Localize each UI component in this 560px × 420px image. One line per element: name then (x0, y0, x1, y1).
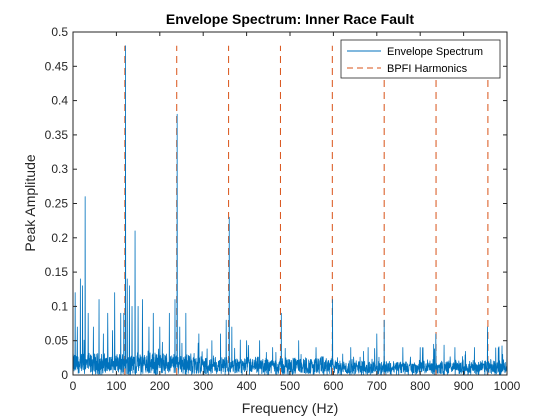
y-tick-label: 0.2 (51, 231, 68, 245)
envelope-spectrum-series (72, 45, 508, 376)
x-tick-label: 700 (367, 379, 387, 393)
x-tick-label: 300 (193, 379, 213, 393)
chart-title: Envelope Spectrum: Inner Race Fault (166, 11, 415, 27)
y-tick-label: 0.5 (51, 25, 68, 39)
x-tick-label: 1000 (494, 379, 521, 393)
y-tick-label: 0.35 (45, 128, 69, 142)
plot-area (73, 32, 507, 375)
y-tick-label: 0 (61, 368, 68, 382)
y-tick-label: 0.05 (45, 334, 69, 348)
legend: Envelope Spectrum BPFI Harmonics (340, 39, 501, 79)
y-axis-label: Peak Amplitude (22, 154, 38, 251)
x-tick-label: 800 (410, 379, 430, 393)
y-tick-label: 0.1 (51, 299, 68, 313)
y-tick-label: 0.15 (45, 265, 69, 279)
legend-box (340, 39, 501, 79)
x-tick-label: 200 (150, 379, 170, 393)
x-tick-label: 0 (70, 379, 77, 393)
y-tick-label: 0.45 (45, 59, 69, 73)
x-tick-label: 900 (454, 379, 474, 393)
y-axis-ticks: 0 0.05 0.1 0.15 0.2 0.25 0.3 0.35 0.4 0.45 0.5 (45, 25, 507, 382)
x-axis-label: Frequency (Hz) (242, 400, 338, 416)
y-tick-label: 0.4 (51, 94, 68, 108)
x-tick-label: 600 (323, 379, 343, 393)
x-axis-ticks: 0 100 200 300 400 500 600 700 800 900 1000 (70, 32, 521, 393)
x-tick-label: 400 (237, 379, 257, 393)
legend-label-bpfi-harmonics: BPFI Harmonics (387, 63, 468, 75)
x-tick-label: 500 (280, 379, 300, 393)
y-tick-label: 0.3 (51, 162, 68, 176)
y-tick-label: 0.25 (45, 197, 69, 211)
legend-label-envelope-spectrum: Envelope Spectrum (387, 46, 483, 58)
x-tick-label: 100 (106, 379, 126, 393)
envelope-spectrum-line (72, 45, 508, 376)
